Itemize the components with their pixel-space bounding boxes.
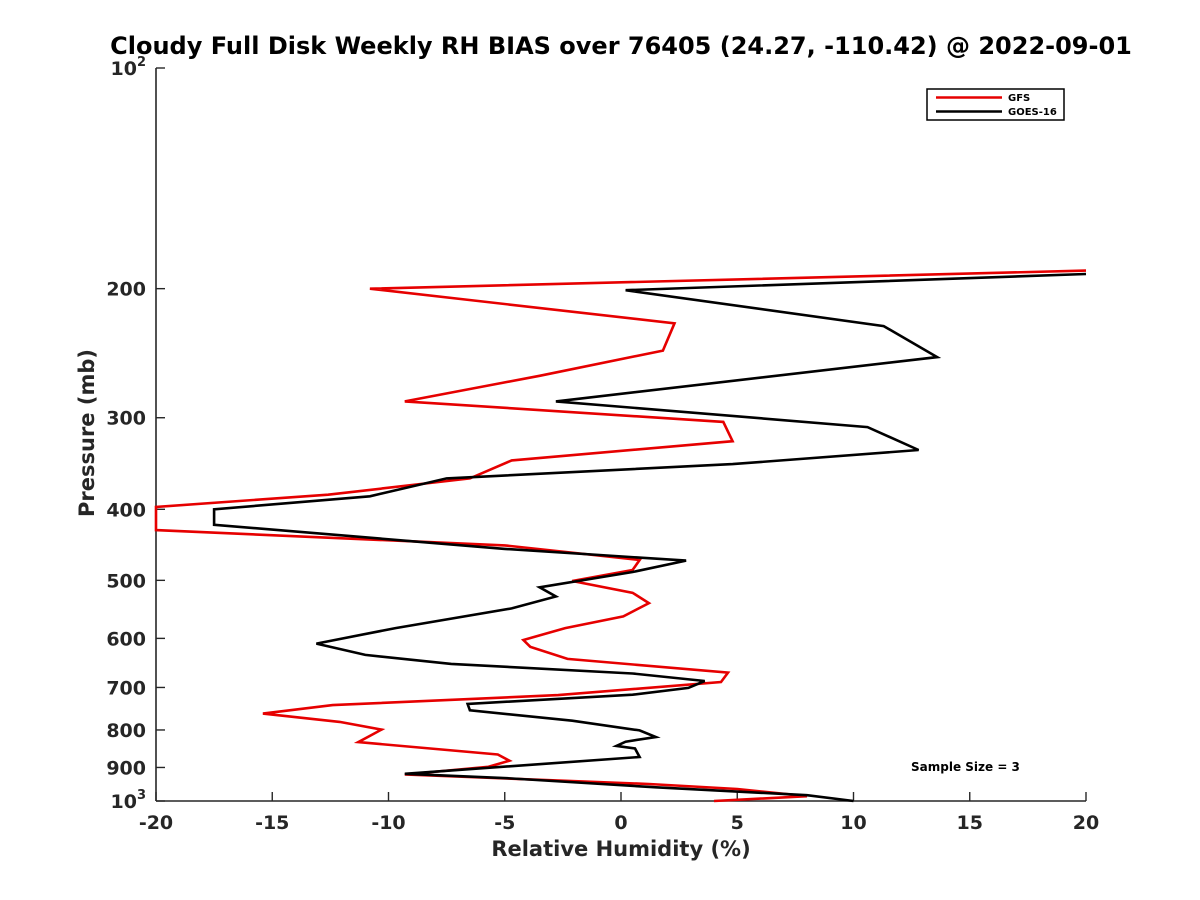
sample-size-annotation: Sample Size = 3 bbox=[911, 760, 1020, 774]
y-tick-label: 102 bbox=[111, 55, 147, 80]
chart-title: Cloudy Full Disk Weekly RH BIAS over 764… bbox=[110, 32, 1132, 60]
y-axis-label: Pressure (mb) bbox=[75, 349, 99, 517]
legend-gfs-label: GFS bbox=[1008, 93, 1030, 104]
series-line-goes-16 bbox=[212, 272, 1087, 803]
y-tick-exponent: 3 bbox=[137, 788, 146, 803]
x-tick-label: 10 bbox=[840, 812, 866, 834]
y-tick-label: 800 bbox=[106, 720, 146, 742]
x-tick-label: 0 bbox=[614, 812, 627, 834]
y-tick-label: 300 bbox=[106, 408, 146, 430]
x-tick-label: -5 bbox=[494, 812, 515, 834]
y-tick-base: 10 bbox=[111, 791, 137, 813]
y-tick-label: 200 bbox=[106, 279, 146, 301]
y-tick-label: 400 bbox=[106, 499, 146, 521]
x-tick-label: -15 bbox=[255, 812, 289, 834]
x-ticks: -20 -15 -10 -5 0 5 10 15 20 bbox=[139, 792, 1099, 834]
x-tick-label: 15 bbox=[957, 812, 983, 834]
series-line-gfs bbox=[154, 269, 1087, 803]
y-tick-exponent: 2 bbox=[137, 55, 146, 70]
y-tick-label: 103 bbox=[111, 788, 147, 813]
y-tick-base: 10 bbox=[111, 58, 137, 80]
x-tick-label: 5 bbox=[731, 812, 744, 834]
y-tick-label: 900 bbox=[106, 757, 146, 779]
legend-box bbox=[926, 88, 1065, 121]
x-tick-label: -10 bbox=[371, 812, 405, 834]
legend-goes-label: GOES-16 bbox=[1008, 107, 1057, 118]
y-tick-label: 600 bbox=[106, 628, 146, 650]
x-axis-label: Relative Humidity (%) bbox=[491, 837, 750, 861]
y-tick-label: 700 bbox=[106, 677, 146, 699]
legend: GFS GOES-16 bbox=[926, 88, 1065, 121]
x-tick-label: -20 bbox=[139, 812, 173, 834]
y-tick-label: 500 bbox=[106, 570, 146, 592]
x-tick-label: 20 bbox=[1073, 812, 1099, 834]
plot-lines bbox=[154, 269, 1087, 803]
